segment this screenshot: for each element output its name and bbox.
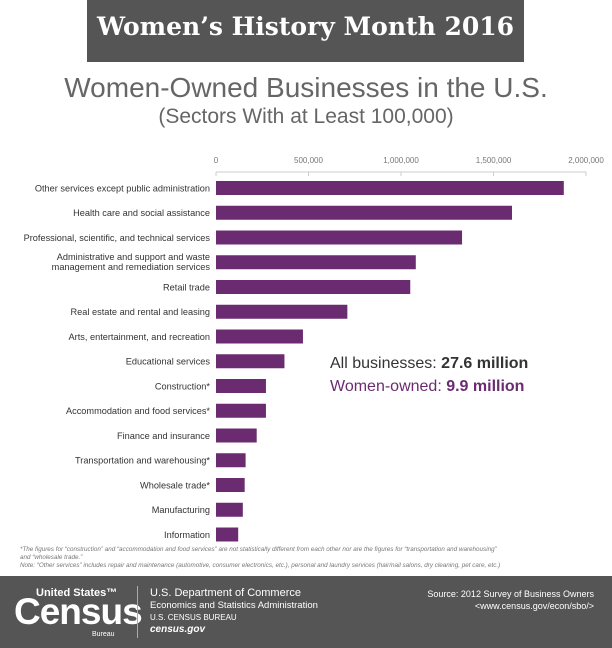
- category-label: Real estate and rental and leasing: [71, 307, 210, 317]
- category-label: Retail trade: [163, 282, 210, 292]
- x-tick-label: 1,500,000: [476, 156, 512, 165]
- x-tick-label: 500,000: [294, 156, 323, 165]
- summary-box: All businesses: 27.6 million Women-owned…: [330, 352, 528, 398]
- bar: [216, 403, 266, 418]
- women-owned-line: Women-owned: 9.9 million: [330, 375, 528, 398]
- category-label: Transportation and warehousing*: [75, 456, 210, 466]
- category-label: Finance and insurance: [117, 431, 210, 441]
- bar: [216, 428, 257, 443]
- footnote-line-1: *The figures for “construction” and “acc…: [20, 546, 497, 553]
- footnote-line-3: Note: “Other services” includes repair a…: [20, 562, 501, 569]
- census-site-link[interactable]: census.gov: [150, 624, 206, 635]
- x-tick-label: 0: [214, 156, 219, 165]
- bar: [216, 230, 463, 245]
- bar-chart: 0 500,000 1,000,000 1,500,000 2,000,000 Other…: [24, 156, 604, 542]
- source-text: Source: 2012 Survey of Business Owners: [427, 589, 594, 599]
- category-label: Accommodation and food services*: [66, 406, 210, 416]
- bar: [216, 181, 564, 195]
- footnote-line-2: and “wholesale trade.”: [20, 554, 83, 561]
- bar: [216, 354, 285, 369]
- bar: [216, 527, 239, 542]
- source-url-link[interactable]: <www.census.gov/econ/sbo/>: [474, 601, 594, 611]
- x-tick-label: 2,000,000: [568, 156, 604, 165]
- title-banner: Women’s History Month 2016: [87, 0, 524, 62]
- banner-title: Women’s History Month 2016: [96, 12, 515, 41]
- all-businesses-label: All businesses:: [330, 355, 442, 372]
- bar: [216, 453, 246, 468]
- category-label: Other services except public administrat…: [35, 183, 210, 193]
- women-owned-label: Women-owned:: [330, 378, 447, 395]
- women-owned-value: 9.9 million: [446, 378, 525, 395]
- bureau-name: U.S. CENSUS BUREAU: [150, 613, 237, 622]
- all-businesses-line: All businesses: 27.6 million: [330, 352, 528, 375]
- bar: [216, 255, 416, 270]
- category-label: Arts, entertainment, and recreation: [69, 332, 210, 342]
- bar: [216, 329, 303, 344]
- chart-title: Women-Owned Businesses in the U.S.: [64, 72, 548, 103]
- bar: [216, 205, 512, 220]
- category-label: Construction*: [155, 381, 211, 391]
- department-name: U.S. Department of Commerce: [150, 587, 301, 599]
- category-label: Manufacturing: [152, 505, 210, 515]
- category-label: Administrative and support and waste mana…: [52, 252, 211, 272]
- bar: [216, 379, 266, 393]
- footnotes: *The figures for “construction” and “acc…: [20, 546, 602, 570]
- census-logo-top: United States™: [36, 587, 118, 599]
- census-logo-bureau: Bureau: [92, 631, 115, 638]
- category-label: Wholesale trade*: [140, 480, 210, 490]
- category-label: Educational services: [126, 357, 211, 367]
- bar: [216, 304, 348, 319]
- all-businesses-value: 27.6 million: [441, 355, 529, 372]
- bar: [216, 280, 411, 294]
- footer-divider: [137, 586, 138, 638]
- x-tick-label: 1,000,000: [383, 156, 419, 165]
- bar: [216, 502, 243, 517]
- chart-subtitle: (Sectors With at Least 100,000): [158, 105, 454, 128]
- category-label: Professional, scientific, and technical …: [24, 233, 211, 243]
- footer: United States™ Census Bureau U.S. Depart…: [0, 576, 612, 648]
- esa-name: Economics and Statistics Administration: [150, 600, 318, 611]
- bar: [216, 478, 245, 492]
- category-label: Information: [164, 530, 210, 540]
- category-label: Health care and social assistance: [73, 208, 210, 218]
- census-logo: Census: [14, 591, 143, 632]
